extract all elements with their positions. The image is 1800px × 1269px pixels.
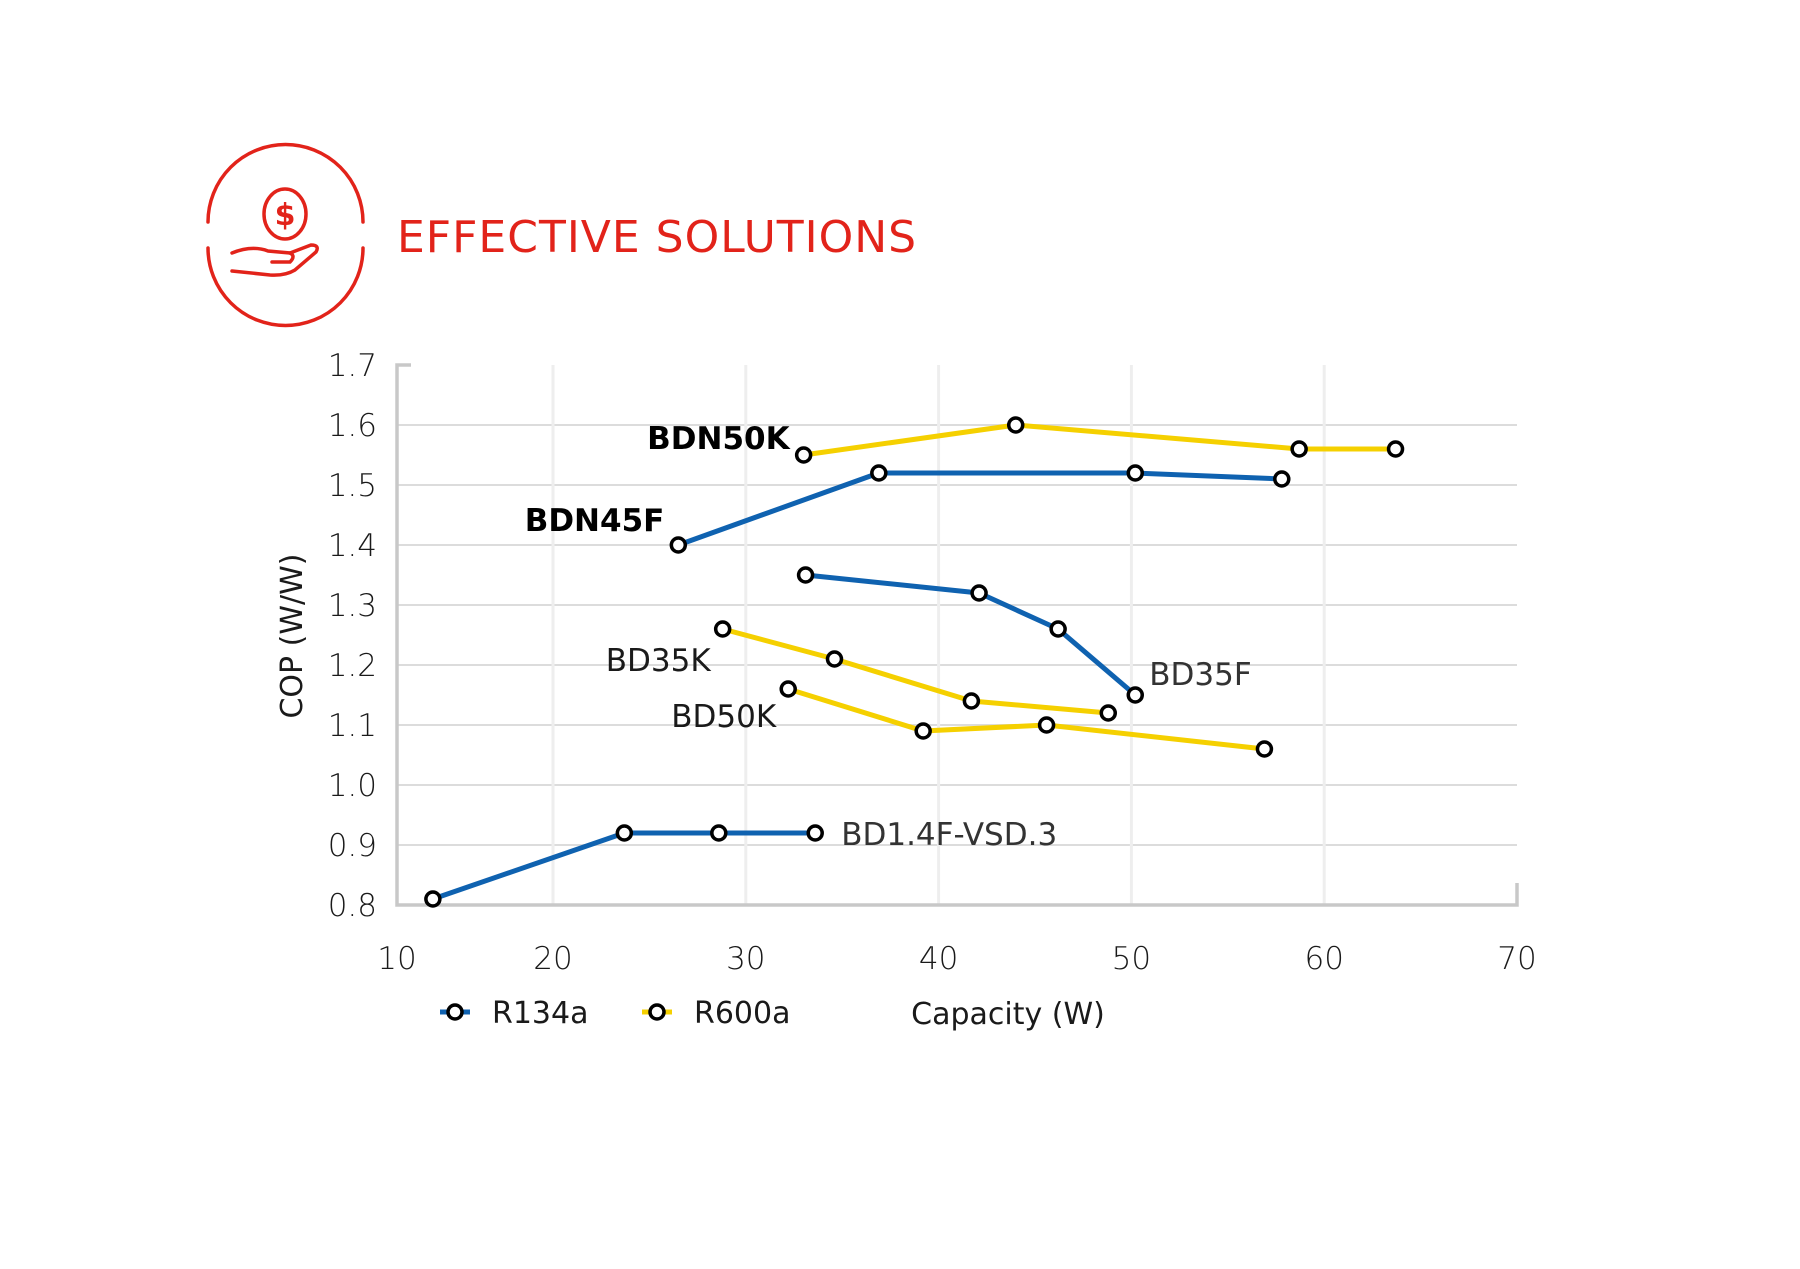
series-line <box>677 470 1282 548</box>
x-tick-label: 40 <box>919 941 958 977</box>
series-bd35f <box>796 566 1145 704</box>
legend-item-r600a: R600a <box>642 996 791 1031</box>
data-point <box>713 620 732 638</box>
data-point <box>1290 440 1308 458</box>
hand-holding-dollar-icon: $ <box>206 142 365 328</box>
data-point <box>1126 686 1145 704</box>
series-line <box>803 422 1396 458</box>
series-bd1-4f-vsd-3 <box>424 824 824 908</box>
y-tick-label: 1.7 <box>328 348 377 384</box>
y-tick-label: 1.4 <box>328 528 377 564</box>
series-label: BD35K <box>606 643 712 679</box>
series-label: BD1.4F-VSD.3 <box>841 817 1057 853</box>
data-point <box>962 692 981 710</box>
x-tick-label: 30 <box>726 941 765 977</box>
x-tick-label: 60 <box>1304 941 1343 977</box>
data-point <box>806 824 824 842</box>
legend-label: R134a <box>492 996 589 1031</box>
series-line <box>805 572 1137 697</box>
y-tick-label: 1.1 <box>328 708 377 744</box>
series-line <box>787 686 1265 752</box>
legend-item-r134a: R134a <box>440 996 589 1031</box>
legend-marker <box>648 1003 666 1021</box>
y-tick-labels: 1.7 1.6 1.5 1.4 1.3 1.2 1.1 1.0 0.9 0.8 <box>328 348 377 924</box>
svg-text:$: $ <box>275 198 296 233</box>
data-point <box>914 722 932 740</box>
legend-marker <box>446 1003 464 1021</box>
x-tick-label: 70 <box>1497 941 1536 977</box>
data-point <box>615 824 634 842</box>
x-axis-label: Capacity (W) <box>911 997 1105 1032</box>
data-point <box>1099 704 1118 722</box>
data-point <box>796 566 815 584</box>
series-layer <box>424 416 1405 908</box>
x-tick-label: 10 <box>377 941 416 977</box>
data-point <box>970 584 988 602</box>
data-point <box>1255 740 1274 758</box>
data-point <box>1006 416 1025 434</box>
series-label: BDN50K <box>647 421 790 457</box>
data-point <box>779 680 797 698</box>
y-tick-label: 1.2 <box>328 648 377 684</box>
y-tick-label: 1.0 <box>328 768 377 804</box>
series-label: BDN45F <box>525 503 665 539</box>
data-point <box>825 650 844 668</box>
data-point <box>1126 464 1145 482</box>
x-tick-label: 20 <box>533 941 572 977</box>
axes <box>395 363 1519 907</box>
data-point <box>669 536 688 554</box>
data-point <box>1049 620 1067 638</box>
series-labels: BDN50K BDN45F BD35F BD35K BD50K BD1.4F-VSD.3 <box>525 421 1252 853</box>
series-label: BD35F <box>1149 657 1251 693</box>
x-tick-label: 50 <box>1112 941 1151 977</box>
data-point <box>424 890 442 908</box>
y-axis-label: COP (W/W) <box>275 553 310 718</box>
series-label: BD50K <box>671 699 777 735</box>
series-bd50k <box>779 680 1274 758</box>
x-tick-labels: 10 20 30 40 50 60 70 <box>377 941 1536 977</box>
data-point <box>710 824 728 842</box>
series-line <box>722 626 1109 716</box>
series-bdn50k <box>794 416 1405 464</box>
data-point <box>1273 470 1291 488</box>
y-tick-label: 0.8 <box>328 888 377 924</box>
y-tick-label: 1.5 <box>328 468 377 504</box>
chart-title: EFFECTIVE SOLUTIONS <box>397 212 917 263</box>
series-bd35k <box>713 620 1118 722</box>
grid <box>397 365 1517 905</box>
data-point <box>870 464 888 482</box>
legend: R134a R600a <box>440 996 791 1031</box>
y-tick-label: 0.9 <box>328 828 377 864</box>
axis-lines <box>395 363 1519 907</box>
data-point <box>794 446 813 464</box>
y-tick-label: 1.6 <box>328 408 377 444</box>
series-bdn45f <box>669 464 1291 554</box>
data-point <box>1037 716 1056 734</box>
series-line <box>432 830 816 902</box>
legend-label: R600a <box>694 996 791 1031</box>
y-tick-label: 1.3 <box>328 588 377 624</box>
data-point <box>1386 440 1405 458</box>
